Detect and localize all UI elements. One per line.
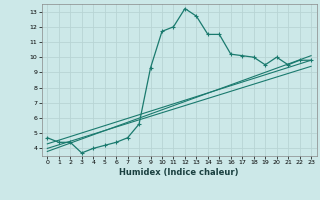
X-axis label: Humidex (Indice chaleur): Humidex (Indice chaleur) (119, 168, 239, 177)
